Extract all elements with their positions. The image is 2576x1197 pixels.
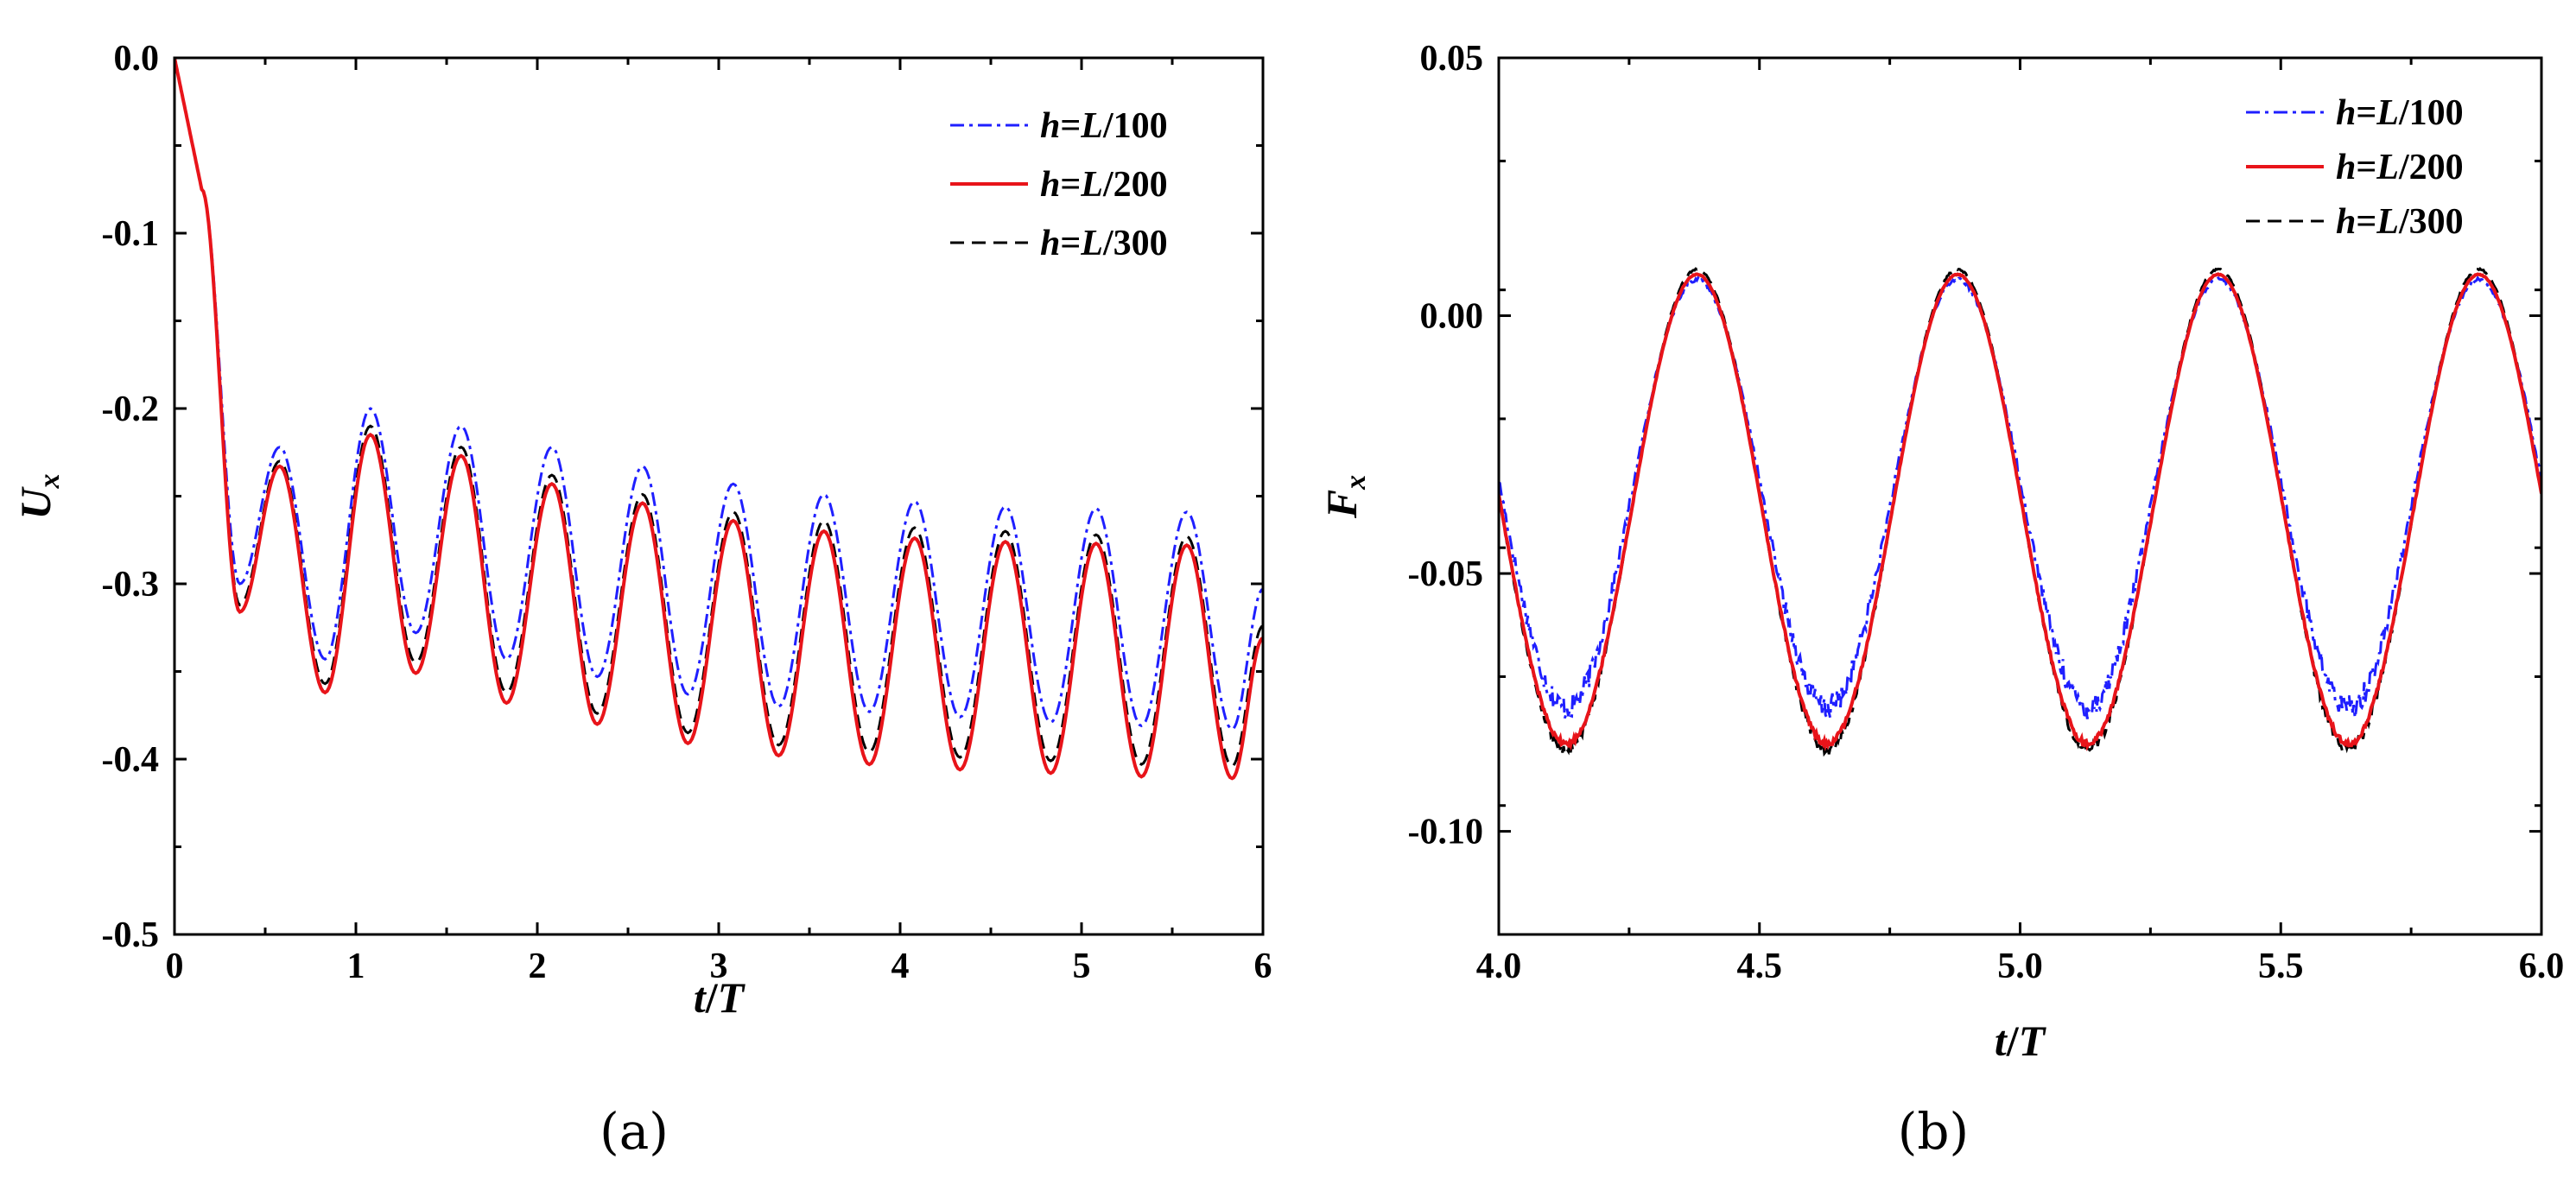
panel-a-y-tick-label: -0.5 xyxy=(102,915,160,955)
panel-a-series-h-l-300 xyxy=(174,58,1263,768)
panel-a-y-tick-label: -0.2 xyxy=(102,390,160,429)
panel-a-y-tick-label: -0.3 xyxy=(102,565,160,605)
panel-a-x-tick-label: 1 xyxy=(347,947,365,986)
panel-b-series-h-l-300 xyxy=(1499,266,2541,759)
panel-b-x-tick-label: 4.0 xyxy=(1476,947,1522,986)
panel-b-label: (b) xyxy=(1898,1102,1969,1161)
panel-b-ticks: 4.0 4.5 5.0 5.5 6.0 0.05 0.00 -0.05 -0.10 xyxy=(1408,39,2565,986)
panel-a-y-tick-label: -0.4 xyxy=(102,740,160,780)
panel-a-series-group xyxy=(174,58,1263,781)
panel-a-x-tick-label: 6 xyxy=(1254,947,1272,986)
panel-b-series-group xyxy=(1499,266,2541,759)
panel-b-x-tick-label: 5.0 xyxy=(1997,947,2043,986)
panel-b-legend-label: h=L/200 xyxy=(2336,148,2464,187)
panel-a-x-tick-label: 0 xyxy=(166,947,184,986)
panel-b-x-tick-label: 6.0 xyxy=(2519,947,2565,986)
panel-b-y-tick-label: -0.05 xyxy=(1408,554,1484,594)
panel-b-x-tick-label: 5.5 xyxy=(2258,947,2304,986)
panel-a-x-tick-label: 5 xyxy=(1073,947,1091,986)
panel-b-y-tick-label: 0.00 xyxy=(1420,297,1484,337)
panel-b-legend: h=L/100 h=L/200 h=L/300 xyxy=(2246,93,2464,242)
panel-a-x-tick-label: 4 xyxy=(891,947,910,986)
panel-b-legend-label: h=L/100 xyxy=(2336,93,2464,133)
panel-a-label: (a) xyxy=(600,1102,669,1161)
panel-a-ticks: 0 1 2 3 4 5 6 0.0 -0.1 -0.2 -0.3 -0.4 -0.5 xyxy=(102,39,1272,986)
panel-b-y-axis-label: Fx xyxy=(1317,475,1372,519)
panel-a-y-tick-label: -0.1 xyxy=(102,214,160,254)
panel-a-legend-label: h=L/200 xyxy=(1040,165,1168,205)
panel-b-series-h-l-200 xyxy=(1499,272,2541,751)
panel-b-legend-label: h=L/300 xyxy=(2336,202,2464,242)
panel-a-series-h-l-100 xyxy=(174,58,1263,732)
panel-b-y-tick-label: -0.10 xyxy=(1408,813,1484,852)
panel-a-y-tick-label: 0.0 xyxy=(114,39,160,79)
panel-b-x-axis-label: t/T xyxy=(1995,1016,2047,1065)
panel-a-legend-label: h=L/100 xyxy=(1040,106,1168,146)
panel-a-legend-label: h=L/300 xyxy=(1040,224,1168,263)
panel-a-series-h-l-200 xyxy=(174,58,1263,781)
panel-a-x-tick-label: 2 xyxy=(529,947,547,986)
panel-b: 4.0 4.5 5.0 5.5 6.0 0.05 0.00 -0.05 -0.10 h=L/10… xyxy=(1317,39,2564,1161)
panel-a-x-tick-label: 3 xyxy=(710,947,728,986)
panel-a: 0 1 2 3 4 5 60.0-0.1-0.2-0.3-0.4-0.5 h=L/100h=… xyxy=(11,39,1272,1161)
panel-b-x-tick-label: 4.5 xyxy=(1737,947,1783,986)
panel-a-x-axis-label: t/T xyxy=(694,973,746,1022)
panel-a-y-axis-label: Ux xyxy=(11,473,66,519)
panel-a-legend: h=L/100 h=L/200 h=L/300 xyxy=(950,106,1168,263)
panel-b-y-tick-label: 0.05 xyxy=(1420,39,1484,79)
